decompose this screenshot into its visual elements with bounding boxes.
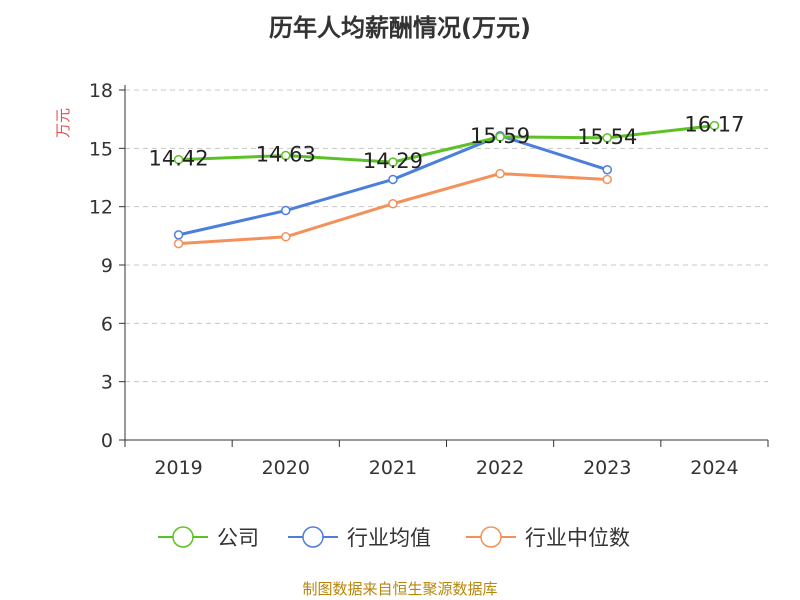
data-label: 14.29 — [363, 149, 423, 173]
data-point — [173, 238, 184, 249]
x-tick-label: 2021 — [369, 457, 417, 479]
x-tick-label: 2022 — [476, 457, 524, 479]
legend-marker — [480, 526, 502, 548]
data-point — [388, 199, 398, 209]
data-point — [173, 230, 184, 240]
data-point — [173, 154, 184, 165]
data-label: 15.59 — [470, 124, 530, 148]
y-tick-label: 3 — [101, 372, 113, 394]
y-tick-label: 9 — [101, 255, 113, 277]
y-tick-label: 12 — [89, 197, 113, 219]
x-tick-label: 2023 — [583, 457, 631, 479]
data-label: 15.54 — [577, 125, 637, 149]
data-point — [495, 168, 505, 179]
data-label: 14.42 — [149, 147, 209, 171]
data-labels: 14.42 14.63 14.29 15.59 15.54 16.17 — [149, 113, 745, 174]
source-note: 制图数据来自恒生聚源数据库 — [302, 580, 498, 598]
y-axis-label: 万元 — [54, 108, 72, 138]
data-point — [281, 205, 291, 216]
legend-marker — [302, 526, 324, 548]
data-point — [281, 232, 291, 242]
data-point — [602, 133, 612, 143]
legend: 公司 行业均值 行业中位数 — [158, 526, 630, 550]
grid-lines — [125, 89, 768, 383]
data-point — [495, 132, 505, 142]
data-point — [602, 164, 612, 175]
data-point — [388, 174, 398, 185]
data-label: 16.17 — [684, 113, 744, 137]
series-line — [178, 124, 715, 164]
x-tick-label: 2019 — [154, 457, 202, 479]
data-label: 14.63 — [256, 143, 316, 167]
y-tick-label: 6 — [101, 313, 113, 335]
data-point — [388, 157, 398, 167]
data-point — [281, 150, 291, 161]
chart-title: 历年人均薪酬情况(万元) — [269, 14, 531, 42]
y-tick-label: 18 — [89, 80, 113, 102]
legend-marker — [172, 526, 194, 548]
axes: 0 3 6 9 12 15 18 2019 2020 2021 2022 2023 2024 万元 — [54, 80, 769, 479]
series-group — [173, 120, 720, 249]
legend-label: 公司 — [217, 526, 259, 550]
y-tick-label: 15 — [89, 138, 113, 160]
x-tick-label: 2020 — [262, 457, 310, 479]
legend-label: 行业均值 — [347, 526, 431, 550]
y-tick-label: 0 — [101, 430, 113, 452]
data-point — [709, 120, 720, 131]
data-point — [602, 174, 612, 185]
legend-label: 行业中位数 — [525, 526, 630, 550]
x-tick-label: 2024 — [690, 457, 738, 479]
